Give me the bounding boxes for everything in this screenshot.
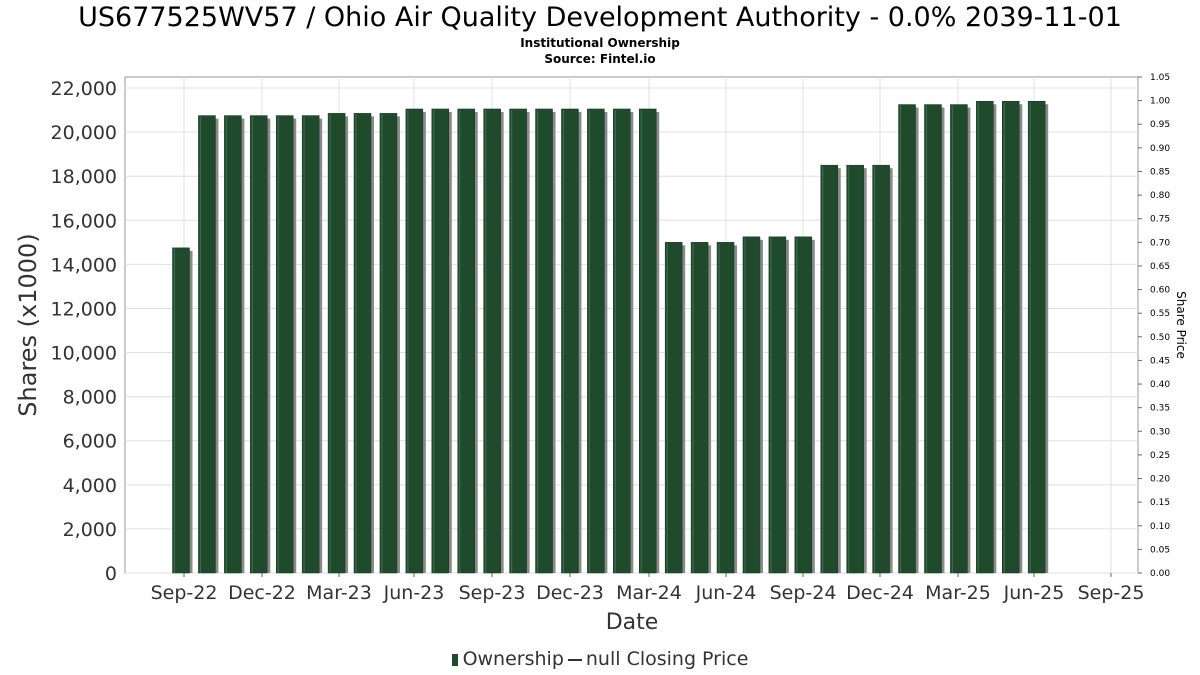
legend-price-label: null Closing Price xyxy=(585,648,749,670)
bar xyxy=(742,236,761,574)
y-tick-label: 14,000 xyxy=(51,254,117,276)
x-tick-label: Jun-25 xyxy=(1003,582,1065,604)
y-tick-label: 10,000 xyxy=(51,343,117,365)
bar xyxy=(327,113,346,574)
bar xyxy=(1002,100,1020,574)
bar xyxy=(224,115,242,574)
y-tick-label: 20,000 xyxy=(51,122,117,144)
chart-title: US677525WV57 / Ohio Air Quality Developm… xyxy=(78,2,1122,33)
y-tick-label: 22,000 xyxy=(51,78,117,100)
y2-axis-title: Share Price xyxy=(1174,291,1188,359)
y2-tick-label: 0.95 xyxy=(1150,120,1170,130)
bar xyxy=(613,108,631,574)
x-tick-label: Dec-22 xyxy=(228,582,296,604)
y2-tick-label: 0.55 xyxy=(1150,309,1170,319)
y2-tick-label: 0.50 xyxy=(1150,333,1170,343)
legend-ownership-label: Ownership xyxy=(462,648,564,670)
y2-tick-label: 0.40 xyxy=(1150,380,1170,390)
bar xyxy=(664,242,683,574)
bar xyxy=(301,115,320,574)
bar xyxy=(976,100,994,574)
bar xyxy=(509,108,527,574)
y-tick-label: 16,000 xyxy=(51,210,117,232)
y2-tick-label: 0.15 xyxy=(1150,498,1170,508)
bar xyxy=(924,104,942,574)
x-tick-label: Mar-23 xyxy=(306,582,372,604)
x-tick-label: Jun-24 xyxy=(695,582,757,604)
y2-tick-label: 0.60 xyxy=(1150,286,1170,296)
bar xyxy=(353,113,372,574)
y-tick-label: 4,000 xyxy=(63,475,117,497)
legend-ownership-swatch xyxy=(451,653,458,666)
bar xyxy=(172,247,190,574)
bar xyxy=(457,108,475,574)
bar xyxy=(638,108,657,574)
bar xyxy=(587,108,605,574)
y2-tick-label: 1.00 xyxy=(1150,97,1170,107)
bar xyxy=(1027,100,1046,574)
x-tick-label: Dec-23 xyxy=(536,582,604,604)
y2-tick-label: 0.65 xyxy=(1150,262,1170,272)
legend-price-line xyxy=(567,658,582,661)
bar xyxy=(898,104,916,574)
bar xyxy=(846,164,864,574)
y-tick-label: 2,000 xyxy=(63,519,117,541)
y2-tick-label: 0.30 xyxy=(1150,427,1170,437)
bar xyxy=(250,115,268,574)
y-tick-label: 8,000 xyxy=(63,387,117,409)
y2-tick-label: 0.45 xyxy=(1150,356,1170,366)
x-tick-label: Sep-23 xyxy=(459,582,526,604)
bar xyxy=(379,113,398,574)
y-tick-label: 12,000 xyxy=(51,298,117,320)
y2-tick-label: 0.85 xyxy=(1150,167,1170,177)
y2-tick-label: 1.05 xyxy=(1150,73,1170,83)
y2-tick-label: 0.70 xyxy=(1150,238,1170,248)
y-axis-title: Shares (x1000) xyxy=(14,233,42,416)
chart-source: Source: Fintel.io xyxy=(544,52,656,66)
bar xyxy=(872,164,890,574)
bar xyxy=(794,236,813,574)
x-axis-title: Date xyxy=(606,610,659,635)
y2-tick-label: 0.10 xyxy=(1150,522,1170,532)
bar xyxy=(275,115,294,574)
bar xyxy=(431,108,450,574)
bar xyxy=(405,108,424,574)
x-tick-label: Sep-22 xyxy=(151,582,218,604)
x-tick-label: Jun-23 xyxy=(383,582,445,604)
chart-subtitle: Institutional Ownership xyxy=(520,36,680,50)
y-tick-label: 6,000 xyxy=(63,431,117,453)
y-tick-label: 18,000 xyxy=(51,166,117,188)
y2-tick-label: 0.25 xyxy=(1150,451,1170,461)
y2-tick-label: 0.75 xyxy=(1150,215,1170,225)
y2-tick-label: 0.20 xyxy=(1150,475,1170,485)
y2-tick-label: 0.80 xyxy=(1150,191,1170,201)
bar xyxy=(198,115,216,574)
legend: Ownership null Closing Price xyxy=(0,648,1200,670)
x-tick-label: Mar-25 xyxy=(925,582,991,604)
y2-tick-label: 0.90 xyxy=(1150,144,1170,154)
x-tick-label: Mar-24 xyxy=(616,582,682,604)
y2-tick-label: 0.35 xyxy=(1150,404,1170,414)
x-tick-label: Sep-24 xyxy=(770,582,837,604)
bar xyxy=(690,242,709,574)
bar xyxy=(950,104,968,574)
bar xyxy=(535,108,553,574)
y-tick-label: 0 xyxy=(105,563,117,585)
bar xyxy=(716,242,735,574)
x-tick-label: Sep-25 xyxy=(1078,582,1145,604)
bar xyxy=(561,108,579,574)
bar xyxy=(483,108,501,574)
bar xyxy=(768,236,787,574)
y2-tick-label: 0.00 xyxy=(1150,569,1170,579)
bar xyxy=(820,164,838,574)
y2-tick-label: 0.05 xyxy=(1150,545,1170,555)
x-tick-label: Dec-24 xyxy=(846,582,914,604)
